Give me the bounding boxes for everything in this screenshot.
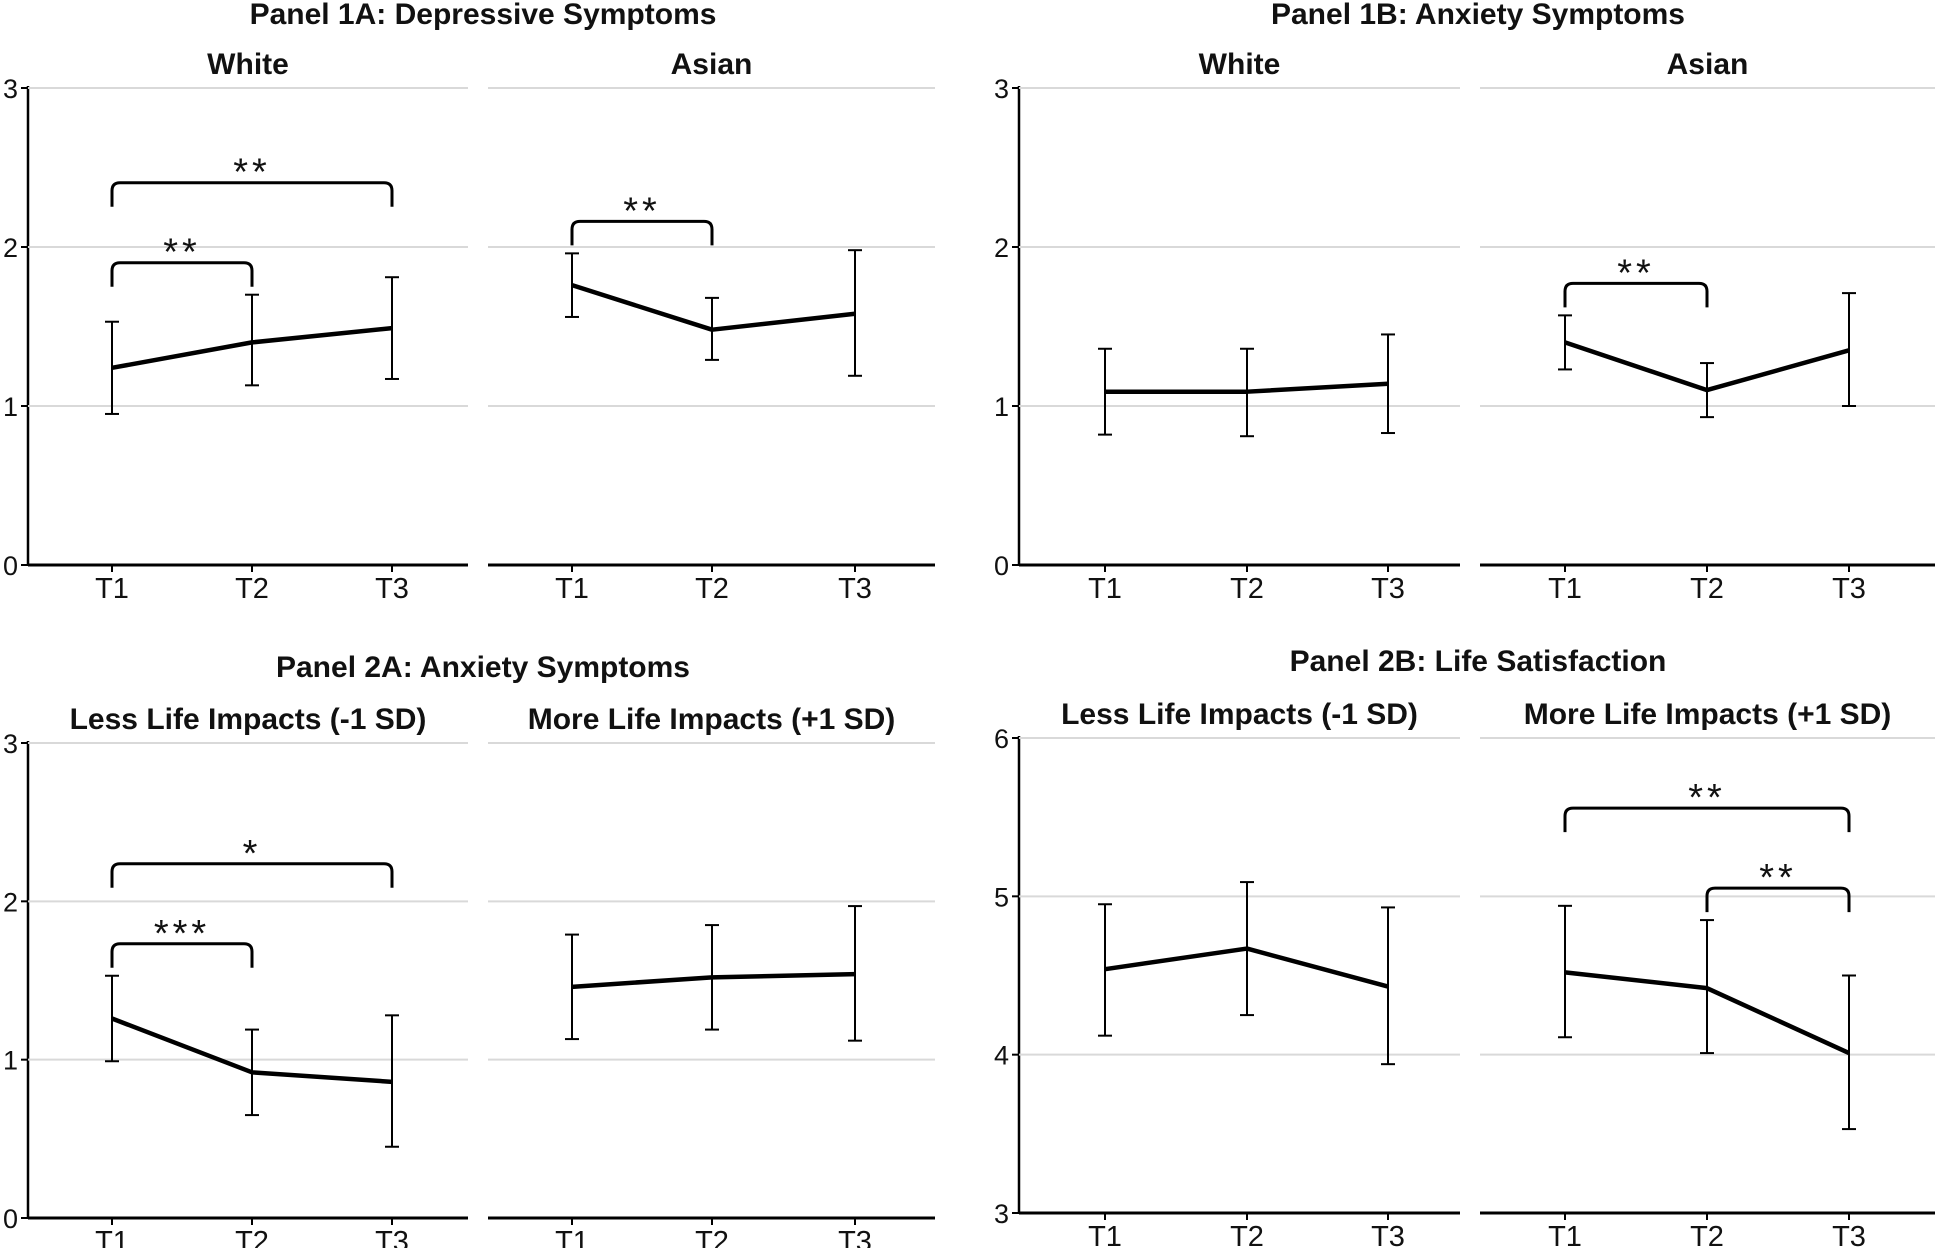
significance-bracket xyxy=(570,219,714,246)
facet-2: Asian T1 T2 T3 ** xyxy=(1480,48,1935,605)
series-line xyxy=(1105,381,1389,394)
facet-label: White xyxy=(1199,48,1281,81)
x-tick-label: T3 xyxy=(1371,1221,1405,1248)
x-tick-label: T2 xyxy=(1230,1221,1264,1248)
x-tick-label: T2 xyxy=(695,573,729,605)
x-tick-label: T1 xyxy=(1548,1221,1582,1248)
panel-title: Panel 1B: Anxiety Symptoms xyxy=(1271,0,1685,31)
significance-bracket xyxy=(110,942,254,968)
x-tick-label: T2 xyxy=(235,573,269,605)
x-tick-label: T2 xyxy=(1690,573,1724,605)
y-tick-label: 3 xyxy=(3,729,18,759)
y-tick-label: 0 xyxy=(3,1204,18,1234)
x-tick-label: T2 xyxy=(1230,573,1264,605)
panel-3: Panel 2A: Anxiety Symptoms 0 1 2 3 Less Life … xyxy=(3,651,935,1248)
series-line xyxy=(571,971,856,990)
facet-label: More Life Impacts (+1 SD) xyxy=(1524,698,1892,731)
y-tick-label: 1 xyxy=(3,392,18,422)
series-line xyxy=(111,1016,393,1085)
x-tick-label: T3 xyxy=(375,573,409,605)
panel-1: Panel 1A: Depressive Symptoms 0 1 2 3 White T1… xyxy=(3,0,935,605)
x-tick-label: T3 xyxy=(838,1226,872,1248)
series-line xyxy=(1104,946,1389,989)
significance-label: ** xyxy=(1688,777,1726,819)
facet-1: White T1 T2 T3 ** ** xyxy=(28,48,468,605)
x-tick-label: T1 xyxy=(1548,573,1582,605)
y-tick-label: 2 xyxy=(994,233,1009,263)
y-tick-label: 5 xyxy=(994,882,1009,912)
significance-bracket xyxy=(110,181,394,207)
x-tick-label: T1 xyxy=(95,573,129,605)
significance-label: ** xyxy=(623,190,661,232)
x-tick-label: T3 xyxy=(1832,573,1866,605)
x-tick-label: T1 xyxy=(555,1226,589,1248)
facet-label: Asian xyxy=(1667,48,1749,81)
significance-label: ** xyxy=(1759,857,1797,899)
series-line xyxy=(111,325,393,371)
significance-bracket xyxy=(110,862,394,888)
significance-label: * xyxy=(243,833,262,875)
x-tick-label: T3 xyxy=(838,573,872,605)
y-tick-label: 0 xyxy=(994,551,1009,581)
x-tick-label: T3 xyxy=(375,1226,409,1248)
y-tick-label: 3 xyxy=(994,1199,1009,1229)
facet-2: More Life Impacts (+1 SD) T1 T2 T3 xyxy=(488,703,935,1248)
x-tick-label: T2 xyxy=(1690,1221,1724,1248)
facet-label: Less Life Impacts (-1 SD) xyxy=(70,703,427,736)
facet-label: More Life Impacts (+1 SD) xyxy=(528,703,896,736)
significance-bracket xyxy=(1705,886,1851,913)
x-tick-label: T3 xyxy=(1371,573,1405,605)
y-tick-label: 0 xyxy=(3,551,18,581)
significance-label: *** xyxy=(154,913,210,955)
series-line xyxy=(1564,340,1850,393)
y-tick-label: 2 xyxy=(3,233,18,263)
facet-label: White xyxy=(207,48,289,81)
facet-label: Less Life Impacts (-1 SD) xyxy=(1061,698,1418,731)
y-tick-label: 3 xyxy=(3,74,18,104)
panel-4: Panel 2B: Life Satisfaction 3 4 5 6 Less Life… xyxy=(994,645,1935,1248)
facet-label: Asian xyxy=(671,48,753,81)
significance-label: ** xyxy=(233,152,271,194)
x-tick-label: T1 xyxy=(555,573,589,605)
y-tick-label: 1 xyxy=(994,392,1009,422)
y-tick-label: 4 xyxy=(994,1041,1009,1071)
x-tick-label: T1 xyxy=(95,1226,129,1248)
series-line xyxy=(571,283,856,332)
facet-1: Less Life Impacts (-1 SD)T1 T2 T3**** xyxy=(28,703,468,1248)
y-tick-label: 2 xyxy=(3,887,18,917)
y-tick-label: 3 xyxy=(994,74,1009,104)
significance-bracket xyxy=(1563,281,1709,308)
series-line xyxy=(1564,970,1850,1056)
significance-bracket xyxy=(1563,806,1851,833)
panel-2: Panel 1B: Anxiety Symptoms 0 1 2 3 White T1 T2 T… xyxy=(994,0,1935,605)
panel-title: Panel 2B: Life Satisfaction xyxy=(1290,645,1667,678)
facet-2: More Life Impacts (+1 SD) T1 T2 T3 ** ** xyxy=(1480,698,1935,1248)
panel-title: Panel 1A: Depressive Symptoms xyxy=(250,0,717,31)
x-tick-label: T1 xyxy=(1088,573,1122,605)
y-tick-label: 6 xyxy=(994,724,1009,754)
significance-label: ** xyxy=(163,232,201,274)
facet-1: White T1 T2 T3 xyxy=(1019,48,1460,605)
y-tick-label: 1 xyxy=(3,1046,18,1076)
x-tick-label: T1 xyxy=(1088,1221,1122,1248)
facet-1: Less Life Impacts (-1 SD) T1 T2 T3 xyxy=(1019,698,1460,1248)
facet-2: Asian T1 T2 T3 ** xyxy=(488,48,935,605)
x-tick-label: T3 xyxy=(1832,1221,1866,1248)
x-tick-label: T2 xyxy=(695,1226,729,1248)
significance-label: ** xyxy=(1617,252,1655,294)
x-tick-label: T2 xyxy=(235,1226,269,1248)
significance-bracket xyxy=(110,261,254,287)
panel-title: Panel 2A: Anxiety Symptoms xyxy=(276,651,690,684)
